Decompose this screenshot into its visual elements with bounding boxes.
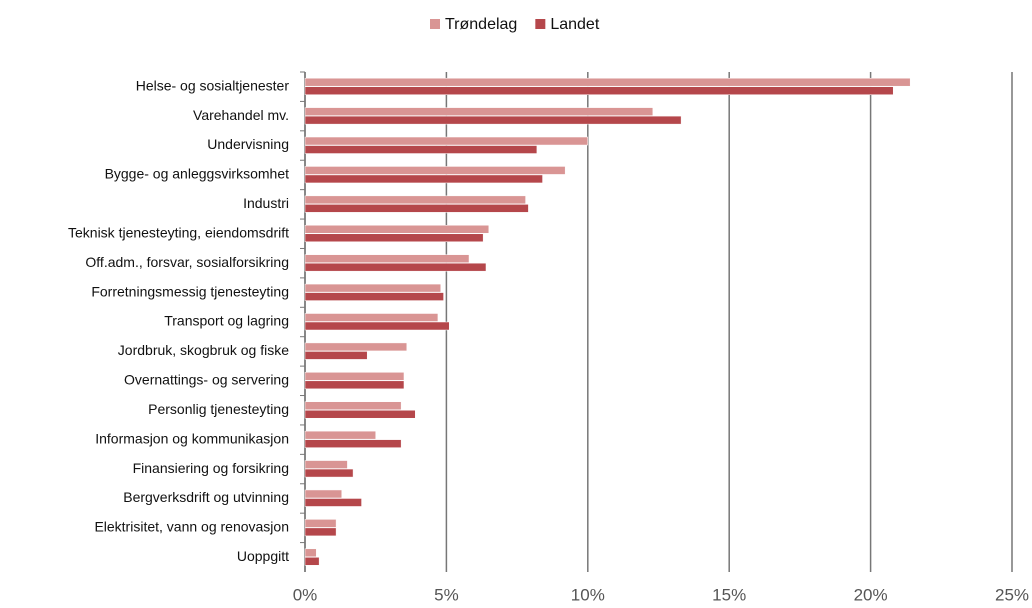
x-tick-label: 15% [712,585,746,604]
bar [304,166,566,175]
y-tick-label: Jordbruk, skogbruk og fiske [118,342,289,358]
bar [304,342,408,352]
legend-swatch [430,19,440,29]
bar [304,292,444,301]
bar [304,262,487,272]
legend-label: Trøndelag [445,16,517,33]
bar [304,195,526,205]
y-tick-label: Industri [243,195,289,211]
y-tick-label: Overnattings- og servering [124,372,289,388]
y-tick-label: Bergverksdrift og utvinning [123,489,289,505]
y-tick-label: Elektrisitet, vann og renovasjon [94,519,289,535]
bar [304,548,317,558]
bar [304,254,470,263]
bar [304,204,529,213]
bar [304,145,538,154]
y-tick-label: Informasjon og kommunikasjon [95,430,289,446]
bar [304,401,402,410]
bar [304,321,450,331]
bar [304,174,543,184]
bar [304,283,441,293]
bar [304,107,654,116]
bar [304,86,894,95]
bar [304,233,484,243]
legend-label: Landet [550,16,599,33]
bar [304,498,362,507]
legend-swatch [535,19,546,29]
bar [304,557,320,566]
bar [304,519,337,528]
y-tick-label: Varehandel mv. [193,107,289,123]
bar [304,409,416,419]
y-tick-label: Helse- og sosialtjenester [136,77,290,93]
y-tick-label: Personlig tjenesteyting [148,401,289,417]
bar [304,460,348,469]
y-tick-label: Bygge- og anleggsvirksomhet [105,166,290,182]
bar [304,489,343,499]
bar [304,136,589,146]
bar [304,77,911,87]
y-tick-label: Finansiering og forsikring [133,460,289,476]
x-tick-label: 25% [995,585,1029,604]
y-tick-label: Off.adm., forsvar, sosialforsikring [85,254,289,270]
bar [304,225,490,234]
bar [304,115,682,125]
bar [304,468,354,478]
x-tick-label: 0% [293,585,318,604]
x-tick-label: 20% [854,585,888,604]
y-tick-label: Transport og lagring [164,313,289,329]
y-tick-label: Teknisk tjenesteyting, eiendomsdrift [68,224,289,240]
bar [304,430,376,440]
y-tick-label: Forretningsmessig tjenesteyting [91,283,289,299]
bar [304,313,439,322]
y-tick-label: Uoppgitt [237,548,289,564]
bar [304,439,402,448]
y-tick-label: Undervisning [207,136,289,152]
bar [304,527,337,537]
bar [304,372,405,381]
x-tick-label: 5% [434,585,459,604]
x-tick-label: 10% [571,585,605,604]
bar [304,351,368,360]
bar [304,380,405,390]
